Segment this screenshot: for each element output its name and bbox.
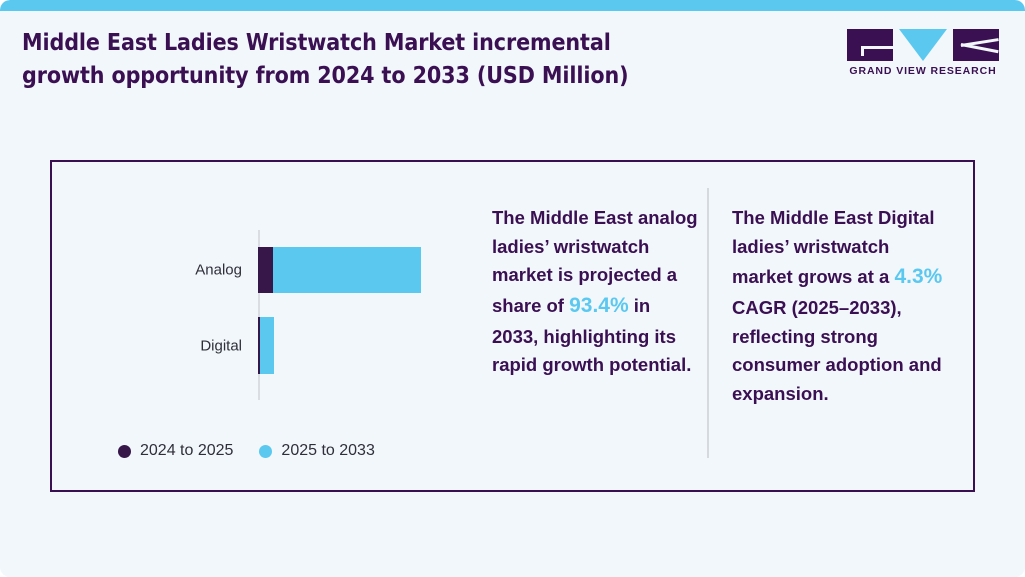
chart-legend: 2024 to 2025 2025 to 2033 (118, 442, 375, 460)
logo-marks (847, 29, 999, 61)
logo-r-mark-icon (953, 29, 999, 61)
header: Middle East Ladies Wristwatch Market inc… (0, 11, 1025, 115)
bar-segment-analog-2024-2025 (258, 247, 273, 293)
legend-swatch-icon-2024-2025 (118, 444, 131, 458)
main-panel: Analog Digital 2024 to 2025 (50, 160, 975, 492)
legend-item-2024-2025: 2024 to 2025 (118, 442, 233, 460)
page-title: Middle East Ladies Wristwatch Market inc… (22, 27, 762, 92)
bar-segment-digital-2024-2025 (258, 317, 260, 374)
bar-chart: Analog Digital 2024 to 2025 (52, 162, 472, 494)
callout-analog: The Middle East analog ladies’ wristwatc… (492, 204, 700, 380)
logo-v-triangle-icon (899, 29, 947, 61)
bar-segment-analog-2025-2033 (273, 247, 421, 293)
page-title-line-2: growth opportunity from 2024 to 2033 (US… (22, 62, 629, 89)
callout-digital-text-before: The Middle East Digital ladies’ wristwat… (732, 207, 935, 288)
callout-area: The Middle East analog ladies’ wristwatc… (482, 162, 973, 494)
brand-logo: GRAND VIEW RESEARCH (847, 29, 999, 81)
callout-analog-text-after: in 2033, highlighting its rapid growth p… (492, 295, 692, 376)
bar-track-digital (258, 317, 274, 374)
bar-row-analog: Analog (52, 247, 472, 293)
callout-digital-text-after: CAGR (2025–2033), reflecting strong cons… (732, 296, 942, 404)
bar-row-digital: Digital (52, 317, 472, 374)
legend-label-2024-2025: 2024 to 2025 (140, 442, 234, 459)
logo-g-mark-icon (847, 29, 893, 61)
callout-digital: The Middle East Digital ladies’ wristwat… (732, 204, 952, 409)
bar-segment-digital-2025-2033 (260, 317, 274, 374)
top-accent-bar (0, 0, 1025, 11)
legend-item-2025-2033: 2025 to 2033 (259, 442, 375, 460)
page-title-line-1: Middle East Ladies Wristwatch Market inc… (22, 30, 611, 56)
legend-label-2025-2033: 2025 to 2033 (281, 442, 375, 459)
legend-swatch-icon-2025-2033 (259, 444, 273, 458)
logo-brand-text: GRAND VIEW RESEARCH (849, 65, 997, 77)
callout-digital-highlight: 4.3% (894, 265, 943, 289)
chart-axis-line (258, 230, 260, 400)
bar-track-analog (258, 247, 421, 293)
bar-label-analog: Analog (195, 261, 242, 279)
callout-divider (707, 188, 709, 458)
bar-label-digital: Digital (200, 337, 242, 354)
callout-analog-highlight: 93.4% (569, 294, 629, 318)
callout-analog-text-before: The Middle East analog ladies’ wristwatc… (492, 207, 698, 317)
